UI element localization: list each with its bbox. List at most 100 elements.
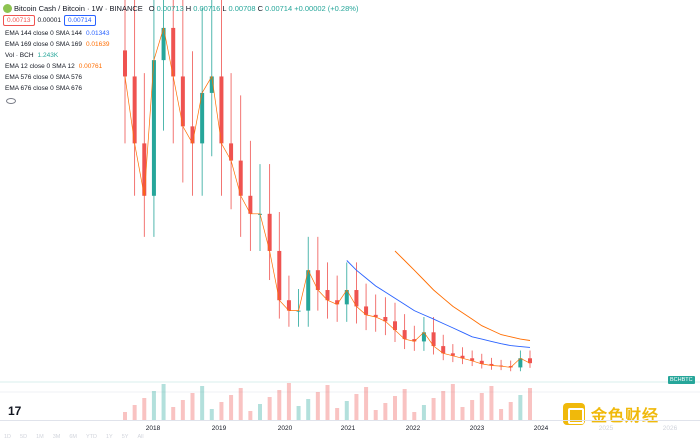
x-tick: 2021: [340, 425, 356, 432]
volume-bar: [200, 386, 205, 420]
candle-body: [479, 360, 484, 364]
indicator-legend-ema676[interactable]: EMA 676 close 0 SMA 676: [5, 85, 82, 92]
volume-bar: [479, 393, 484, 420]
indicator-label: Vol · BCH: [5, 52, 34, 59]
sell-price-button[interactable]: 0.00713: [3, 15, 35, 26]
volume-bar: [277, 390, 282, 420]
range-button[interactable]: All: [137, 434, 144, 440]
symbol-title[interactable]: Bitcoin Cash / Bitcoin · 1W · BINANCE: [14, 3, 143, 13]
candle-body: [286, 300, 291, 311]
volume-bar: [267, 397, 272, 420]
volume-bar: [315, 392, 320, 420]
x-tick: 2025: [598, 425, 614, 432]
volume-bar: [441, 391, 446, 420]
candle-body: [364, 306, 369, 315]
ema144-line: [346, 260, 531, 348]
candle-body: [393, 321, 397, 331]
range-button[interactable]: 1D: [4, 434, 12, 440]
volume-bar: [489, 386, 494, 420]
volume-bar: [171, 407, 176, 420]
volume-bar: [190, 393, 195, 420]
indicator-label: EMA 12 close 0 SMA 12: [5, 63, 75, 70]
candle-body: [151, 60, 156, 196]
indicator-legend-volume[interactable]: Vol · BCH 1.243K: [5, 52, 58, 59]
indicator-label: EMA 676 close 0 SMA 676: [5, 85, 82, 92]
candle-body: [238, 160, 243, 196]
buy-price-button[interactable]: 0.00714: [64, 15, 96, 26]
range-button[interactable]: 1Y: [105, 434, 113, 440]
candle-body: [161, 27, 166, 61]
volume-bar: [383, 403, 388, 420]
candle-body: [412, 339, 417, 342]
range-button[interactable]: 1M: [36, 434, 44, 440]
candle-body: [421, 332, 426, 342]
volume-bar: [258, 404, 262, 420]
x-tick: 2026: [662, 425, 678, 432]
candle-body: [180, 76, 185, 127]
volume-bar: [421, 405, 426, 420]
ohlc-values: O 0.00713 H 0.00716 L 0.00708 C 0.00714 +0.0…: [149, 4, 359, 13]
candle-body: [277, 250, 282, 301]
candle-body: [518, 358, 523, 368]
volume-bar: [219, 402, 224, 420]
volume-bar: [151, 391, 156, 420]
indicator-legend-ema12[interactable]: EMA 12 close 0 SMA 12 0.00761: [5, 63, 102, 70]
volume-bar: [402, 389, 407, 420]
tradingview-logo[interactable]: 17: [8, 404, 22, 418]
indicator-legend-ema169[interactable]: EMA 169 close 0 SMA 169 0.01639: [5, 41, 109, 48]
candle-body: [200, 92, 205, 144]
candle-body: [470, 358, 475, 361]
volume-bar: [431, 398, 436, 420]
range-button[interactable]: YTD: [85, 434, 97, 440]
range-button[interactable]: 5Y: [121, 434, 129, 440]
indicator-legend-ema144[interactable]: EMA 144 close 0 SMA 144 0.01343: [5, 30, 109, 37]
candle-body: [142, 143, 147, 196]
indicator-value: 1.243K: [37, 52, 59, 59]
range-button[interactable]: 5D: [20, 434, 28, 440]
volume-bar: [123, 412, 127, 420]
indicator-legend-ema576[interactable]: EMA 576 close 0 SMA 576: [5, 74, 82, 81]
range-button[interactable]: 3M: [52, 434, 61, 440]
candle-body: [344, 290, 349, 305]
close-label: C: [257, 3, 264, 13]
indicator-value: 0.01343: [85, 30, 110, 37]
range-button[interactable]: 6M: [69, 434, 77, 440]
volume-bar: [518, 395, 523, 420]
volume-bar: [132, 405, 137, 420]
indicator-label: EMA 576 close 0 SMA 576: [5, 74, 82, 81]
volume-bar: [450, 384, 455, 420]
candle-body: [450, 353, 455, 356]
volume-bar: [412, 412, 417, 420]
volume-bar: [460, 407, 465, 420]
close-value: 0.00714 +0.00002 (+0.28%): [265, 3, 359, 13]
volume-bar: [364, 387, 369, 420]
trade-price-row: 0.00713 0.00001 0.00714: [3, 15, 96, 26]
price-chart[interactable]: [0, 0, 700, 420]
volume-bar: [161, 384, 166, 420]
bitcoin-cash-icon: [3, 3, 12, 13]
collapse-legend-icon[interactable]: [6, 98, 16, 104]
x-tick: 2022: [405, 425, 421, 432]
indicator-label: EMA 169 close 0 SMA 169: [5, 41, 82, 48]
candle-body: [267, 213, 272, 251]
volume-bar: [209, 409, 214, 420]
range-toolbar: 1D 5D 1M 3M 6M YTD 1Y 5Y All: [4, 434, 144, 440]
volume-bar: [354, 394, 359, 420]
ema12-line: [124, 27, 531, 368]
candle-body: [431, 332, 436, 347]
open-value: 0.00713: [156, 3, 184, 13]
open-label: O: [148, 3, 155, 13]
volume-bar: [344, 401, 349, 420]
volume-bar: [238, 388, 243, 420]
candle-body: [132, 76, 137, 144]
volume-bar: [229, 395, 234, 420]
candle-body: [296, 310, 301, 312]
candle-body: [441, 346, 446, 354]
candle-body: [325, 290, 330, 301]
time-axis[interactable]: 2018 2019 2020 2021 2022 2023 2024 2025 …: [0, 420, 700, 442]
candle-body: [354, 290, 359, 307]
volume-bar: [286, 383, 291, 420]
candle-body: [306, 270, 311, 311]
